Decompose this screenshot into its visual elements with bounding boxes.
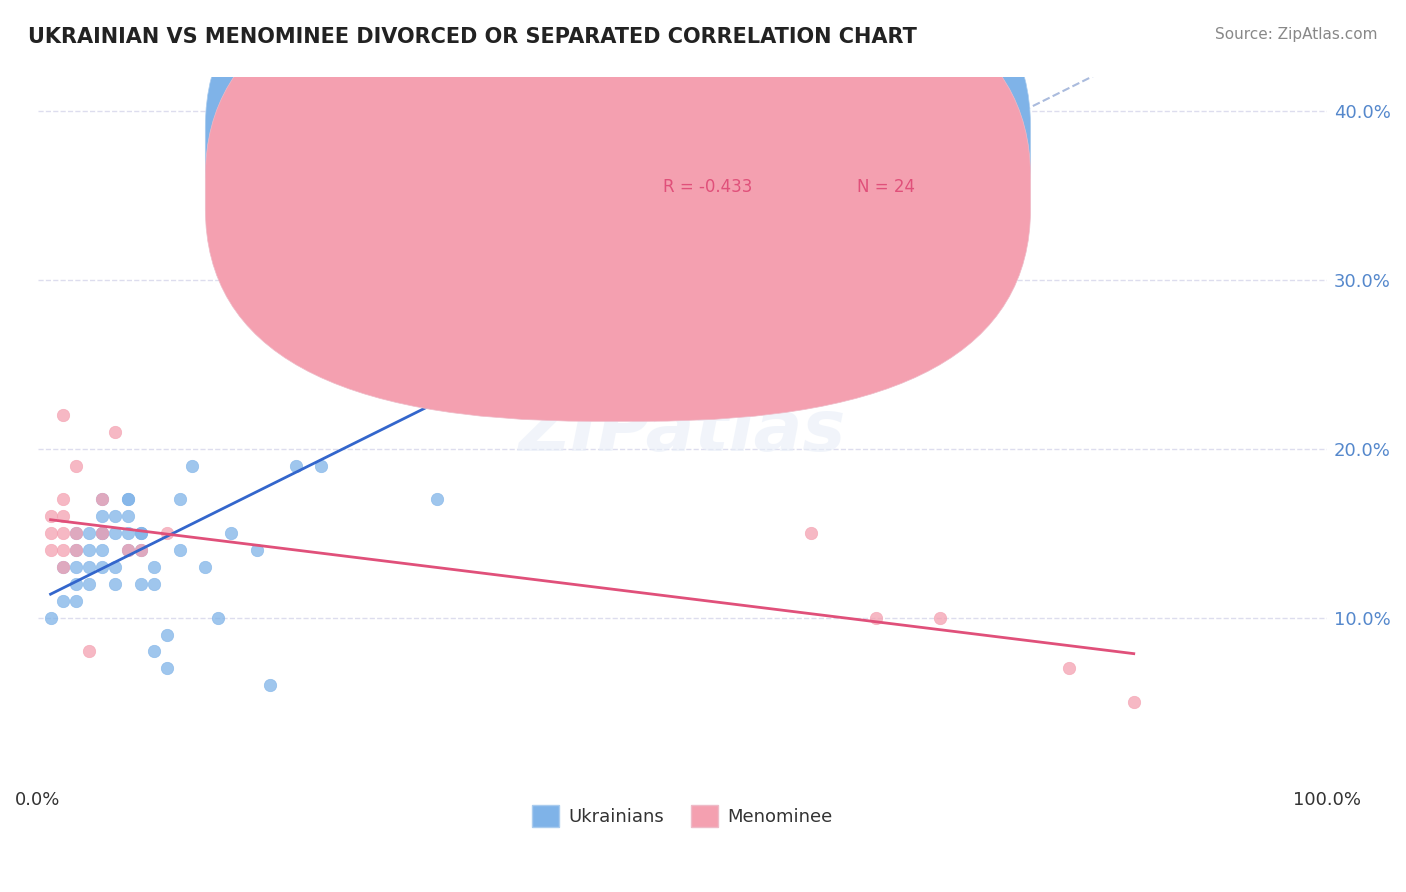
Point: [129, 526, 152, 541]
Text: UKRAINIAN VS MENOMINEE DIVORCED OR SEPARATED CORRELATION CHART: UKRAINIAN VS MENOMINEE DIVORCED OR SEPAR…: [28, 27, 917, 46]
Point: [207, 610, 229, 624]
Point: [129, 577, 152, 591]
Point: [77, 644, 100, 658]
FancyBboxPatch shape: [205, 0, 1031, 372]
Point: [246, 543, 269, 558]
Point: [77, 526, 100, 541]
Point: [169, 492, 191, 507]
Point: [52, 560, 75, 574]
Point: [39, 543, 62, 558]
Point: [929, 610, 952, 624]
Point: [181, 458, 204, 473]
Point: [91, 560, 114, 574]
Point: [156, 627, 179, 641]
Point: [129, 526, 152, 541]
Point: [65, 594, 87, 608]
Point: [65, 577, 87, 591]
Point: [311, 458, 333, 473]
Point: [284, 458, 307, 473]
Point: [129, 543, 152, 558]
Point: [117, 526, 139, 541]
Point: [156, 526, 179, 541]
Point: [39, 509, 62, 524]
FancyBboxPatch shape: [567, 113, 1005, 227]
Point: [52, 526, 75, 541]
Point: [169, 543, 191, 558]
Point: [104, 425, 127, 439]
Point: [259, 678, 281, 692]
Point: [104, 526, 127, 541]
Point: [77, 543, 100, 558]
Point: [52, 560, 75, 574]
Point: [91, 492, 114, 507]
Point: [142, 560, 165, 574]
Point: [117, 543, 139, 558]
Point: [91, 526, 114, 541]
Point: [52, 408, 75, 422]
Text: N = 49: N = 49: [856, 131, 914, 149]
Point: [91, 509, 114, 524]
FancyBboxPatch shape: [205, 0, 1031, 421]
Point: [104, 560, 127, 574]
Point: [142, 644, 165, 658]
Point: [52, 543, 75, 558]
Point: [478, 154, 501, 169]
Point: [117, 492, 139, 507]
Text: Source: ZipAtlas.com: Source: ZipAtlas.com: [1215, 27, 1378, 42]
Point: [65, 526, 87, 541]
Text: N = 24: N = 24: [856, 178, 914, 196]
Point: [91, 526, 114, 541]
Point: [104, 577, 127, 591]
Point: [361, 324, 384, 338]
Point: [77, 577, 100, 591]
Point: [91, 543, 114, 558]
Point: [65, 560, 87, 574]
Point: [194, 560, 217, 574]
Point: [117, 543, 139, 558]
Point: [117, 492, 139, 507]
Point: [1122, 695, 1144, 709]
Point: [52, 492, 75, 507]
Point: [52, 594, 75, 608]
Point: [65, 543, 87, 558]
Point: [156, 661, 179, 675]
Point: [129, 543, 152, 558]
Text: R = -0.433: R = -0.433: [664, 178, 752, 196]
Point: [117, 509, 139, 524]
Text: ZIPatlas: ZIPatlas: [519, 398, 846, 467]
Point: [219, 526, 242, 541]
Point: [865, 610, 887, 624]
Point: [426, 492, 449, 507]
Point: [65, 543, 87, 558]
Point: [91, 526, 114, 541]
Text: R =  0.356: R = 0.356: [664, 131, 752, 149]
Point: [65, 458, 87, 473]
Point: [800, 526, 823, 541]
Point: [39, 610, 62, 624]
Point: [142, 577, 165, 591]
Point: [77, 560, 100, 574]
Legend: Ukrainians, Menominee: Ukrainians, Menominee: [524, 797, 839, 834]
Point: [91, 492, 114, 507]
Point: [104, 509, 127, 524]
Point: [1059, 661, 1081, 675]
Point: [52, 509, 75, 524]
Point: [39, 526, 62, 541]
Point: [65, 526, 87, 541]
